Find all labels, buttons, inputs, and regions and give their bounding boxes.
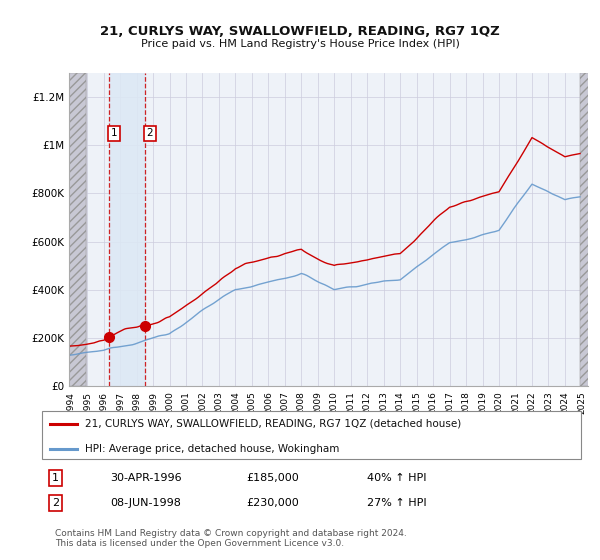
Bar [69, 73, 86, 386]
Text: 40% ↑ HPI: 40% ↑ HPI [367, 473, 426, 483]
Text: £185,000: £185,000 [247, 473, 299, 483]
Bar [580, 73, 590, 386]
Text: 21, CURLYS WAY, SWALLOWFIELD, READING, RG7 1QZ (detached house): 21, CURLYS WAY, SWALLOWFIELD, READING, R… [85, 419, 461, 429]
Text: 08-JUN-1998: 08-JUN-1998 [110, 498, 181, 508]
Text: £230,000: £230,000 [247, 498, 299, 508]
Text: 27% ↑ HPI: 27% ↑ HPI [367, 498, 426, 508]
FancyBboxPatch shape [42, 412, 581, 459]
Text: 1: 1 [52, 473, 59, 483]
Text: 21, CURLYS WAY, SWALLOWFIELD, READING, RG7 1QZ: 21, CURLYS WAY, SWALLOWFIELD, READING, R… [100, 25, 500, 38]
Text: Contains HM Land Registry data © Crown copyright and database right 2024.
This d: Contains HM Land Registry data © Crown c… [55, 529, 407, 548]
Text: HPI: Average price, detached house, Wokingham: HPI: Average price, detached house, Woki… [85, 444, 340, 454]
Bar [109, 73, 145, 386]
Text: 30-APR-1996: 30-APR-1996 [110, 473, 182, 483]
Text: 2: 2 [146, 128, 153, 138]
Text: 2: 2 [52, 498, 59, 508]
Text: 1: 1 [110, 128, 118, 138]
Bar [69, 73, 86, 386]
Bar [580, 73, 590, 386]
Text: Price paid vs. HM Land Registry's House Price Index (HPI): Price paid vs. HM Land Registry's House … [140, 39, 460, 49]
